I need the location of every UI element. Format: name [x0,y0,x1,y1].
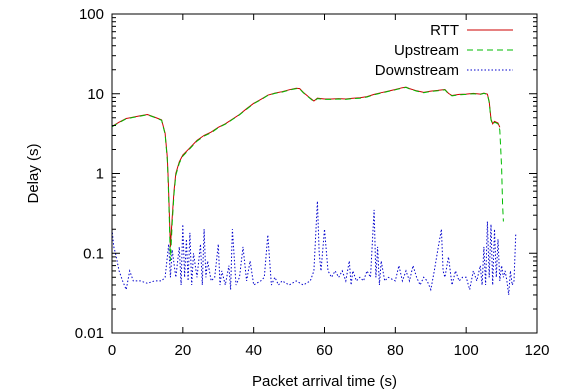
series-line-upstream [112,86,504,262]
x-tick-label: 80 [387,342,404,359]
y-tick-label: 1 [96,166,104,183]
y-tick-label: 10 [87,86,104,103]
y-tick-label: 0.01 [75,325,104,342]
x-axis-title: Packet arrival time (s) [252,373,397,390]
x-tick-label: 100 [454,342,479,359]
y-tick-label: 0.1 [83,245,104,262]
legend-label-rtt: RTT [430,22,459,39]
x-tick-label: 40 [245,342,262,359]
legend: RTT Upstream Downstream [375,22,513,79]
x-tick-label: 60 [316,342,333,359]
x-tick-label: 20 [174,342,191,359]
y-tick-label: 100 [79,6,104,23]
legend-label-upstream: Upstream [394,42,459,59]
series-line-rtt [112,86,501,247]
series-line-downstream [112,201,517,295]
x-tick-label: 120 [524,342,549,359]
axes: 0 20 40 60 80 100 120 0.01 0.1 1 10 100 [75,6,550,359]
x-tick-label: 0 [108,342,116,359]
plot-area [112,86,517,295]
y-axis-title: Delay (s) [25,143,42,203]
legend-label-downstream: Downstream [375,62,459,79]
